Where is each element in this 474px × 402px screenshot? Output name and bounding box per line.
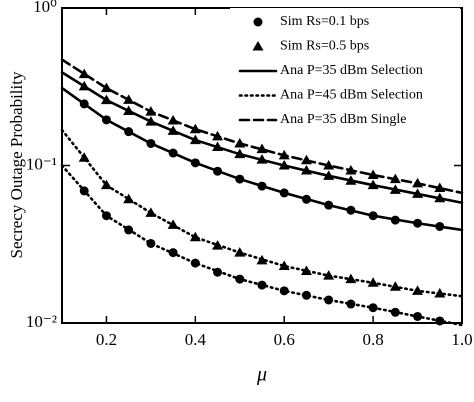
marker bbox=[123, 193, 135, 204]
marker bbox=[324, 295, 334, 305]
legend-label: Sim Rs=0.1 bps bbox=[280, 14, 369, 29]
x-tick-label: 0.4 bbox=[185, 330, 207, 349]
line-curve bbox=[60, 86, 464, 232]
line-curve bbox=[60, 58, 464, 195]
y-tick-label: 10⁰ bbox=[33, 0, 57, 16]
y-axis-label: Secrecy Outage Probability bbox=[7, 71, 26, 258]
x-axis-label: μ bbox=[256, 364, 267, 386]
legend-label: Ana P=35 dBm Single bbox=[280, 112, 407, 127]
line-curve bbox=[60, 71, 464, 205]
legend-swatch bbox=[252, 41, 264, 51]
legend-label: Ana P=35 dBm Selection bbox=[280, 63, 423, 78]
legend-label: Sim Rs=0.5 bps bbox=[280, 39, 369, 54]
x-tick-label: 1.0 bbox=[451, 330, 472, 349]
line-curve bbox=[60, 164, 464, 327]
line-curve bbox=[60, 128, 464, 298]
x-tick-label: 0.8 bbox=[362, 330, 383, 349]
x-tick-label: 0.6 bbox=[274, 330, 295, 349]
marker bbox=[301, 290, 311, 300]
y-tick-label: 10⁻² bbox=[26, 312, 57, 331]
legend-label: Ana P=45 dBm Selection bbox=[280, 88, 423, 103]
x-tick-label: 0.2 bbox=[96, 330, 117, 349]
legend-swatch bbox=[253, 17, 263, 27]
y-tick-label: 10⁻¹ bbox=[26, 154, 57, 173]
